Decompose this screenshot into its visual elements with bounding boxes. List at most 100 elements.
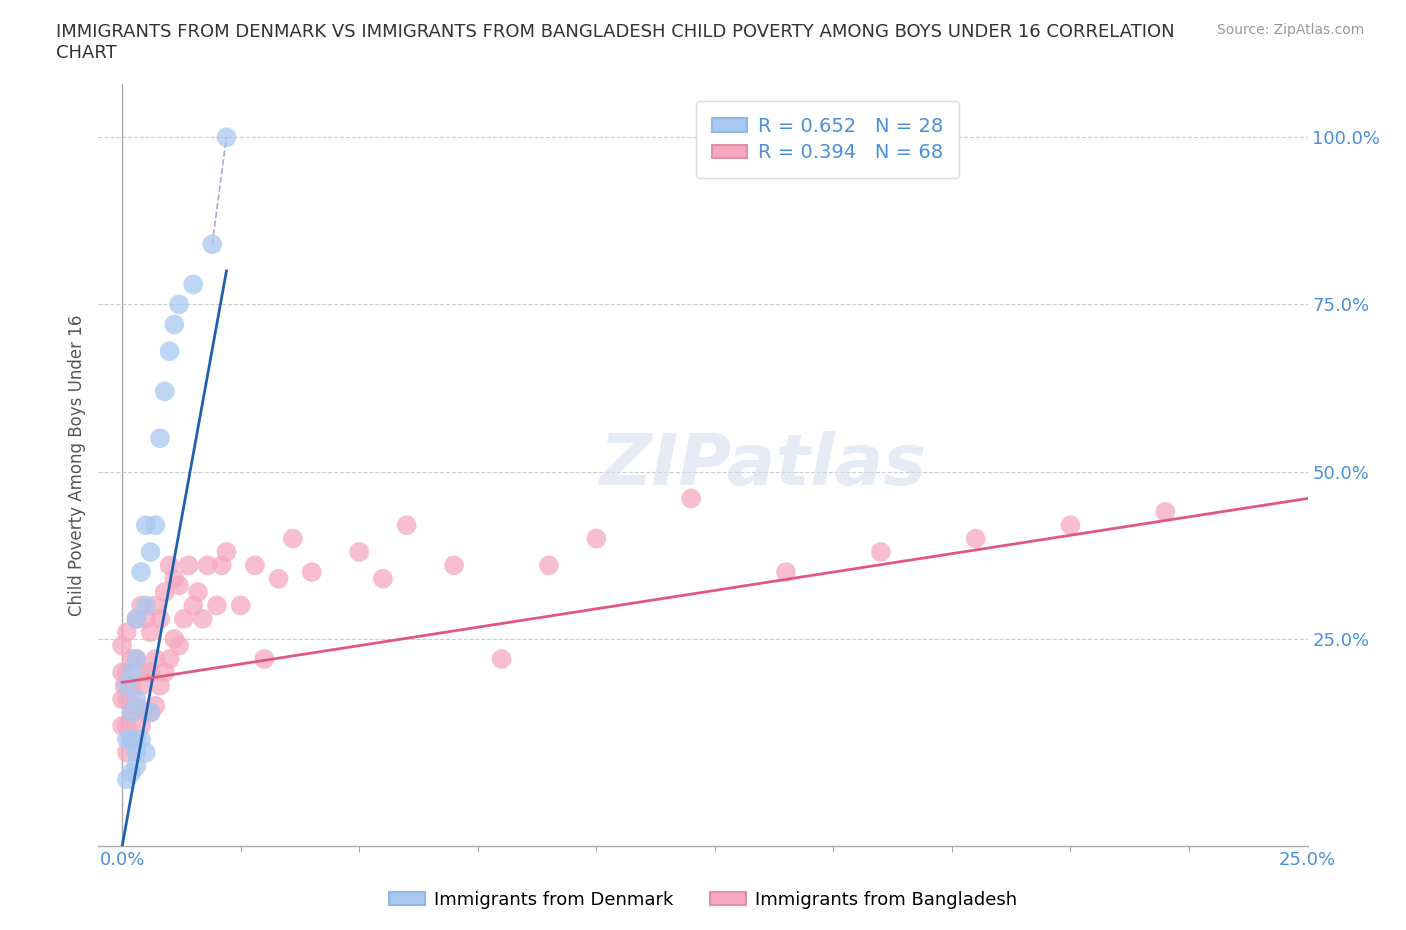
Point <box>129 732 152 747</box>
Point <box>267 571 290 586</box>
Point <box>121 705 143 720</box>
Point <box>1059 518 1081 533</box>
Point <box>775 565 797 579</box>
Point <box>111 638 134 653</box>
Point <box>125 611 148 626</box>
Point <box>114 678 136 693</box>
Point <box>121 732 143 747</box>
Point <box>121 678 143 693</box>
Point <box>229 598 252 613</box>
Point <box>129 678 152 693</box>
Point <box>115 719 138 734</box>
Point <box>177 558 200 573</box>
Point <box>143 652 166 667</box>
Point <box>159 344 181 359</box>
Point <box>1154 504 1177 519</box>
Point <box>159 558 181 573</box>
Point <box>121 665 143 680</box>
Point <box>143 698 166 713</box>
Point <box>201 237 224 252</box>
Point <box>135 745 157 760</box>
Point <box>681 491 703 506</box>
Point <box>159 652 181 667</box>
Point <box>121 652 143 667</box>
Point <box>153 384 176 399</box>
Point <box>301 565 323 579</box>
Point <box>965 531 987 546</box>
Point <box>167 578 190 592</box>
Point <box>111 665 134 680</box>
Point <box>135 611 157 626</box>
Point <box>125 611 148 626</box>
Point <box>115 692 138 707</box>
Point <box>347 545 370 560</box>
Point <box>135 598 157 613</box>
Point <box>121 732 143 747</box>
Text: Source: ZipAtlas.com: Source: ZipAtlas.com <box>1216 23 1364 37</box>
Point <box>869 545 891 560</box>
Point <box>115 625 138 640</box>
Point <box>205 598 228 613</box>
Point <box>215 545 238 560</box>
Point <box>125 698 148 713</box>
Point <box>181 277 204 292</box>
Point <box>111 692 134 707</box>
Point <box>163 317 186 332</box>
Point <box>173 611 195 626</box>
Point <box>215 130 238 145</box>
Point <box>115 772 138 787</box>
Point <box>135 518 157 533</box>
Point <box>125 692 148 707</box>
Point <box>163 571 186 586</box>
Point <box>181 598 204 613</box>
Point <box>121 705 143 720</box>
Point <box>371 571 394 586</box>
Point <box>395 518 418 533</box>
Point <box>115 665 138 680</box>
Y-axis label: Child Poverty Among Boys Under 16: Child Poverty Among Boys Under 16 <box>67 314 86 616</box>
Point <box>115 732 138 747</box>
Point <box>211 558 233 573</box>
Point <box>253 652 276 667</box>
Point <box>197 558 219 573</box>
Point <box>153 585 176 600</box>
Text: IMMIGRANTS FROM DENMARK VS IMMIGRANTS FROM BANGLADESH CHILD POVERTY AMONG BOYS U: IMMIGRANTS FROM DENMARK VS IMMIGRANTS FR… <box>56 23 1175 41</box>
Point <box>143 598 166 613</box>
Point <box>129 598 152 613</box>
Point <box>139 545 162 560</box>
Point <box>443 558 465 573</box>
Point <box>125 652 148 667</box>
Text: CHART: CHART <box>56 44 117 61</box>
Point <box>191 611 214 626</box>
Point <box>121 765 143 780</box>
Point <box>149 431 172 445</box>
Point <box>585 531 607 546</box>
Point <box>139 705 162 720</box>
Point <box>129 719 152 734</box>
Point <box>139 625 162 640</box>
Legend: Immigrants from Denmark, Immigrants from Bangladesh: Immigrants from Denmark, Immigrants from… <box>382 884 1024 916</box>
Point <box>243 558 266 573</box>
Point <box>143 518 166 533</box>
Point <box>125 745 148 760</box>
Legend: R = 0.652   N = 28, R = 0.394   N = 68: R = 0.652 N = 28, R = 0.394 N = 68 <box>696 101 959 178</box>
Point <box>115 745 138 760</box>
Point <box>129 565 152 579</box>
Point <box>139 705 162 720</box>
Point <box>153 665 176 680</box>
Point <box>115 678 138 693</box>
Point <box>139 665 162 680</box>
Point <box>135 665 157 680</box>
Point <box>149 611 172 626</box>
Point <box>135 705 157 720</box>
Point <box>125 652 148 667</box>
Text: ZIPatlas: ZIPatlas <box>600 431 927 499</box>
Point <box>167 297 190 312</box>
Point <box>167 638 190 653</box>
Point <box>491 652 513 667</box>
Point <box>125 732 148 747</box>
Point <box>187 585 209 600</box>
Point <box>537 558 560 573</box>
Point <box>149 678 172 693</box>
Point <box>163 631 186 646</box>
